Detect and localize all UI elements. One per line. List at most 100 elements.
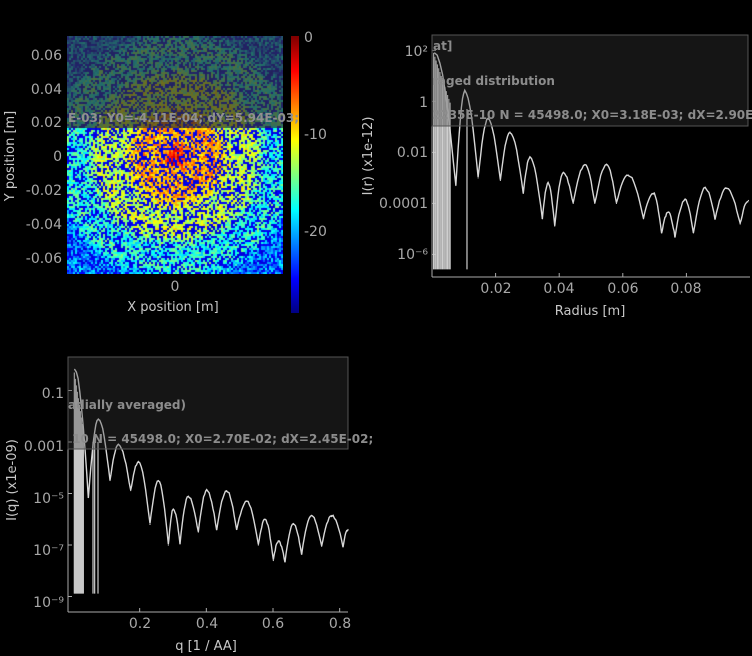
x-tick: 0.08: [670, 281, 701, 297]
x-tick: 0.04: [543, 281, 574, 297]
data-point: [667, 211, 669, 213]
data-point: [157, 479, 159, 482]
data-point: [704, 187, 706, 189]
data-point: [739, 223, 741, 225]
legend-line: at]: [433, 39, 452, 53]
data-point: [464, 90, 466, 92]
data-point: [642, 218, 645, 220]
radial-legend-box: [431, 34, 749, 127]
data-point: [522, 192, 524, 194]
data-point: [236, 528, 238, 531]
q-legend-box: [67, 356, 349, 450]
data-point: [130, 489, 132, 492]
data-point: [264, 518, 266, 520]
data-point: [197, 531, 199, 533]
legend-line: adially averaged): [68, 398, 186, 412]
colorbar-tick: 0: [304, 30, 313, 46]
data-point: [137, 461, 139, 464]
y-tick: -0.02: [26, 183, 62, 199]
data-point: [206, 489, 208, 492]
y-tick: 10⁻⁶: [397, 247, 428, 263]
data-point: [292, 523, 294, 526]
radial-y-label: I(r) (x1e-12): [361, 117, 376, 196]
data-point: [572, 202, 574, 204]
data-point: [547, 182, 549, 184]
data-point: [257, 544, 259, 546]
data-point: [499, 179, 501, 181]
data-point: [584, 164, 586, 166]
data-point: [331, 514, 333, 517]
y-tick: 0.01: [397, 145, 428, 161]
heatmap-legend-text: E-03; Y0=-4.11E-04; dY=5.94E-03;: [68, 111, 299, 125]
x-tick: 0.8: [329, 616, 351, 632]
x-tick: 0.06: [607, 281, 638, 297]
data-point: [109, 479, 111, 482]
data-point: [301, 553, 303, 555]
data-point: [627, 174, 629, 176]
data-point: [477, 177, 479, 179]
data-point: [216, 528, 218, 531]
y-tick: 0: [53, 149, 62, 165]
y-tick: 0.04: [31, 82, 62, 98]
x-tick: 0.02: [480, 281, 511, 297]
data-point: [179, 543, 181, 545]
data-point: [149, 523, 151, 526]
data-point: [455, 184, 457, 187]
data-point: [277, 540, 279, 542]
y-tick: -0.06: [26, 251, 62, 267]
data-point: [246, 500, 248, 502]
heatmap-legend-box: [67, 36, 283, 128]
data-point: [433, 52, 436, 54]
colorbar-tick: -20: [304, 224, 327, 240]
x-tick: 0.4: [196, 616, 218, 632]
data-point: [726, 187, 728, 189]
data-point: [529, 156, 531, 159]
colorbar-tick: -10: [304, 127, 327, 143]
data-point: [562, 172, 564, 174]
x-tick: 0: [171, 279, 180, 295]
data-point: [311, 514, 313, 517]
colorbar: [291, 36, 299, 313]
q-y-label: I(q) (x1e-09): [5, 439, 20, 521]
y-tick: 0.0001: [379, 196, 428, 212]
data-point: [594, 202, 596, 204]
legend-line: raged distribution: [432, 74, 555, 88]
data-point: [167, 544, 169, 546]
data-point: [342, 545, 344, 547]
data-point: [117, 444, 119, 446]
heatmap-y-ticks: 0.06 0.04 0.02 0 -0.02 -0.04 -0.06: [26, 48, 62, 267]
y-tick: 0.06: [31, 48, 62, 64]
data-point: [347, 528, 349, 531]
y-tick: 1: [419, 95, 428, 111]
y-tick: 0.001: [24, 439, 64, 455]
data-point: [714, 218, 716, 220]
y-tick: 10⁻⁹: [33, 595, 64, 611]
radial-legend: at] raged distribution 2235E-10 N = 4549…: [432, 39, 752, 122]
y-tick: 10²: [405, 44, 428, 60]
data-point: [605, 164, 608, 166]
radial-x-label: Radius [m]: [555, 304, 626, 319]
q-legend: adially averaged) 10 N = 45498.0; X0=2.7…: [68, 398, 373, 446]
data-point: [272, 559, 274, 562]
y-tick: -0.04: [26, 217, 62, 233]
data-point: [97, 418, 99, 420]
data-point: [226, 489, 228, 492]
data-point: [652, 192, 654, 194]
y-tick: 0.02: [31, 115, 62, 131]
y-tick: 10⁻⁷: [33, 543, 64, 559]
data-point: [615, 202, 618, 204]
heatmap-x-label: X position [m]: [127, 300, 218, 315]
y-tick: 10⁻⁵: [33, 491, 64, 507]
data-point: [692, 232, 694, 234]
data-point: [284, 561, 286, 563]
radial-plot: [431, 35, 750, 278]
data-point: [187, 495, 189, 497]
data-point: [541, 218, 543, 220]
data-point: [321, 545, 323, 547]
x-tick: 0.6: [262, 616, 284, 632]
data-point: [172, 508, 174, 510]
data-point: [684, 199, 686, 201]
heatmap-y-label: Y position [m]: [3, 111, 18, 203]
x-tick: 0.2: [129, 616, 151, 632]
